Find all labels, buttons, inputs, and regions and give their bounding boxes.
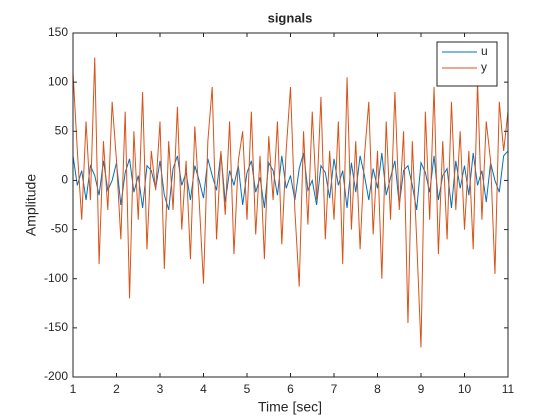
x-tick-label: 9 <box>418 382 425 396</box>
legend-label: u <box>481 44 488 58</box>
x-tick-label: 7 <box>331 382 338 396</box>
y-tick-label: 0 <box>61 173 68 187</box>
x-tick-label: 11 <box>502 382 515 396</box>
x-tick-label: 3 <box>157 382 164 396</box>
x-tick-label: 5 <box>244 382 251 396</box>
x-tick-label: 8 <box>374 382 381 396</box>
y-tick-label: -150 <box>44 320 68 334</box>
x-tick-label: 6 <box>287 382 294 396</box>
y-tick-label: 50 <box>55 123 69 137</box>
y-axis-label: Amplitude <box>23 174 39 236</box>
x-axis-label: Time [sec] <box>258 399 322 415</box>
y-tick-label: 100 <box>48 74 68 88</box>
legend-box <box>436 41 498 87</box>
legend-label: y <box>481 60 487 74</box>
x-tick-label: 1 <box>70 382 77 396</box>
y-tick-label: -100 <box>44 271 68 285</box>
chart-title: signals <box>268 10 313 25</box>
y-tick-label: -200 <box>44 369 68 383</box>
series-line <box>72 57 509 348</box>
x-tick-label: 4 <box>200 382 207 396</box>
y-tick-label: -50 <box>51 222 69 236</box>
y-tick-label: 150 <box>48 25 68 39</box>
x-tick-label: 2 <box>113 382 120 396</box>
x-tick-label: 10 <box>458 382 472 396</box>
